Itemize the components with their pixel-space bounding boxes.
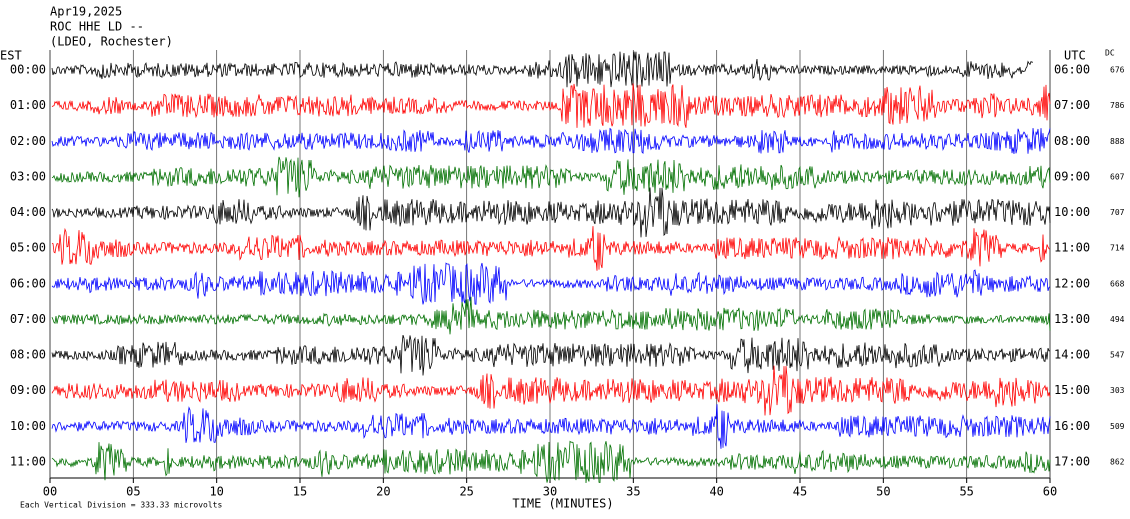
trace xyxy=(51,296,1051,335)
x-label: TIME (MINUTES) xyxy=(512,497,613,511)
trace xyxy=(51,334,1050,376)
left-label: EST xyxy=(0,49,22,63)
trace xyxy=(51,127,1051,155)
x-tick-label: 05 xyxy=(126,485,140,499)
dc-value: 607 xyxy=(1110,172,1125,181)
x-tick-label: 10 xyxy=(209,485,223,499)
est-label: 04:00 xyxy=(10,205,46,219)
est-label: 05:00 xyxy=(10,241,46,255)
title: Apr19,2025 xyxy=(50,5,122,19)
utc-label: 13:00 xyxy=(1054,312,1090,326)
utc-label: 06:00 xyxy=(1054,63,1090,77)
dc-value: 786 xyxy=(1110,101,1125,110)
utc-label: 10:00 xyxy=(1054,205,1090,219)
dc-value: 714 xyxy=(1110,244,1125,253)
utc-label: 08:00 xyxy=(1054,134,1090,148)
x-tick-label: 45 xyxy=(793,485,807,499)
utc-label: 09:00 xyxy=(1054,169,1090,183)
trace xyxy=(51,156,1051,198)
est-label: 10:00 xyxy=(10,419,46,433)
dc-value: 888 xyxy=(1110,137,1125,146)
trace xyxy=(51,365,1051,416)
x-tick-label: 20 xyxy=(376,485,390,499)
dc-value: 509 xyxy=(1110,422,1125,431)
utc-label: 12:00 xyxy=(1054,276,1090,290)
utc-label: 16:00 xyxy=(1054,419,1090,433)
utc-label: 07:00 xyxy=(1054,98,1090,112)
x-tick-label: 35 xyxy=(626,485,640,499)
est-label: 01:00 xyxy=(10,98,46,112)
est-label: 03:00 xyxy=(10,169,46,183)
est-label: 00:00 xyxy=(10,63,46,77)
x-tick-label: 50 xyxy=(876,485,890,499)
trace xyxy=(51,226,1051,271)
dc-value: 862 xyxy=(1110,458,1125,467)
est-label: 02:00 xyxy=(10,134,46,148)
trace xyxy=(51,51,1034,88)
est-label: 09:00 xyxy=(10,383,46,397)
x-tick-label: 25 xyxy=(459,485,473,499)
utc-label: 15:00 xyxy=(1054,383,1090,397)
est-label: 06:00 xyxy=(10,276,46,290)
title: ROC HHE LD -- xyxy=(50,20,144,34)
dc-value: 668 xyxy=(1110,279,1125,288)
x-tick-label: 30 xyxy=(543,485,557,499)
x-tick-label: 55 xyxy=(959,485,973,499)
right-label: UTC xyxy=(1064,49,1086,63)
utc-label: 17:00 xyxy=(1054,455,1090,469)
dc-value: 547 xyxy=(1110,351,1125,360)
est-label: 11:00 xyxy=(10,455,46,469)
utc-label: 14:00 xyxy=(1054,348,1090,362)
title: (LDEO, Rochester) xyxy=(50,35,173,49)
x-tick-label: 60 xyxy=(1043,485,1057,499)
x-tick-label: 00 xyxy=(43,485,57,499)
trace xyxy=(51,187,1051,238)
x-tick-label: 15 xyxy=(293,485,307,499)
dc-value: 707 xyxy=(1110,208,1125,217)
trace xyxy=(51,404,1051,449)
trace xyxy=(51,83,1051,128)
dc-value: 494 xyxy=(1110,315,1125,324)
x-tick-label: 40 xyxy=(709,485,723,499)
utc-label: 11:00 xyxy=(1054,241,1090,255)
trace xyxy=(51,440,1051,484)
est-label: 08:00 xyxy=(10,348,46,362)
dc-value: 303 xyxy=(1110,386,1125,395)
trace xyxy=(51,262,1051,305)
est-label: 07:00 xyxy=(10,312,46,326)
footer: Each Vertical Division = 333.33 microvol… xyxy=(20,501,222,510)
dc-value: 676 xyxy=(1110,66,1125,75)
dc-label: DC xyxy=(1105,49,1115,58)
